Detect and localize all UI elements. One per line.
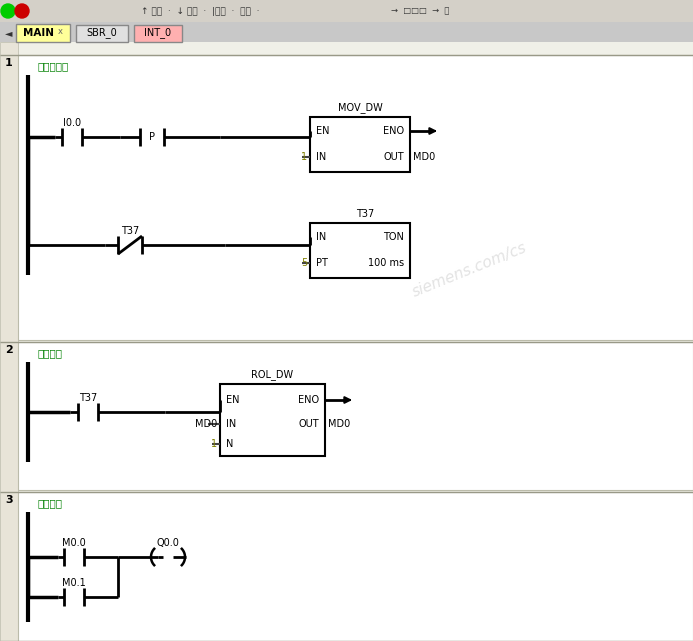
Text: TON: TON [383,232,404,242]
Text: siemens.com/cs: siemens.com/cs [410,240,529,300]
Bar [76,25,128,42]
Text: IN: IN [316,152,326,162]
Text: OUT: OUT [383,152,404,162]
Bar [0,22,693,42]
Text: 程序段注释: 程序段注释 [38,61,69,71]
Bar [310,223,410,278]
Text: Q0.0: Q0.0 [157,538,179,548]
Bar [18,342,693,490]
Text: MOV_DW: MOV_DW [337,103,383,113]
Polygon shape [16,24,70,42]
Bar [18,492,693,641]
Text: 输入注释: 输入注释 [38,498,63,508]
Text: SBR_0: SBR_0 [87,28,117,38]
Text: M0.1: M0.1 [62,578,86,588]
Text: OUT: OUT [299,419,319,429]
Text: 1: 1 [211,439,217,449]
Bar [0,42,18,641]
Bar [134,25,182,42]
Bar [310,117,410,172]
Text: 3: 3 [5,495,12,505]
Circle shape [1,4,15,18]
Text: 1: 1 [301,152,307,162]
Text: P: P [149,132,155,142]
Text: IN: IN [316,232,326,242]
Text: MD0: MD0 [413,152,435,162]
Circle shape [15,4,29,18]
Text: 100 ms: 100 ms [368,258,404,268]
Text: IN: IN [226,419,236,429]
Text: x: x [58,28,62,37]
Text: T37: T37 [79,393,97,403]
Text: MD0: MD0 [328,419,350,429]
Text: EN: EN [226,395,240,405]
Bar [18,55,693,340]
Text: 输入注释: 输入注释 [38,348,63,358]
Text: PT: PT [316,258,328,268]
Text: ◄: ◄ [6,28,12,38]
Bar [220,384,325,456]
Text: N: N [226,439,234,449]
Text: ENO: ENO [298,395,319,405]
Text: EN: EN [316,126,329,136]
Bar [0,0,693,22]
Text: 2: 2 [5,345,13,355]
Text: ↑ 上传  ·  ↓ 下载  ·  |插入  ·  删除  ·: ↑ 上传 · ↓ 下载 · |插入 · 删除 · [141,6,259,15]
Text: MD0: MD0 [195,419,217,429]
Text: ENO: ENO [383,126,404,136]
Text: M0.0: M0.0 [62,538,86,548]
Text: I0.0: I0.0 [63,118,81,128]
Text: MAIN: MAIN [22,28,53,38]
Text: INT_0: INT_0 [144,28,172,38]
Text: →  □□□  →  🔒: → □□□ → 🔒 [391,6,449,15]
Text: T37: T37 [356,209,374,219]
Text: 5: 5 [301,258,307,268]
Text: T37: T37 [121,226,139,236]
Text: 1: 1 [5,58,13,68]
Text: ROL_DW: ROL_DW [252,370,294,381]
